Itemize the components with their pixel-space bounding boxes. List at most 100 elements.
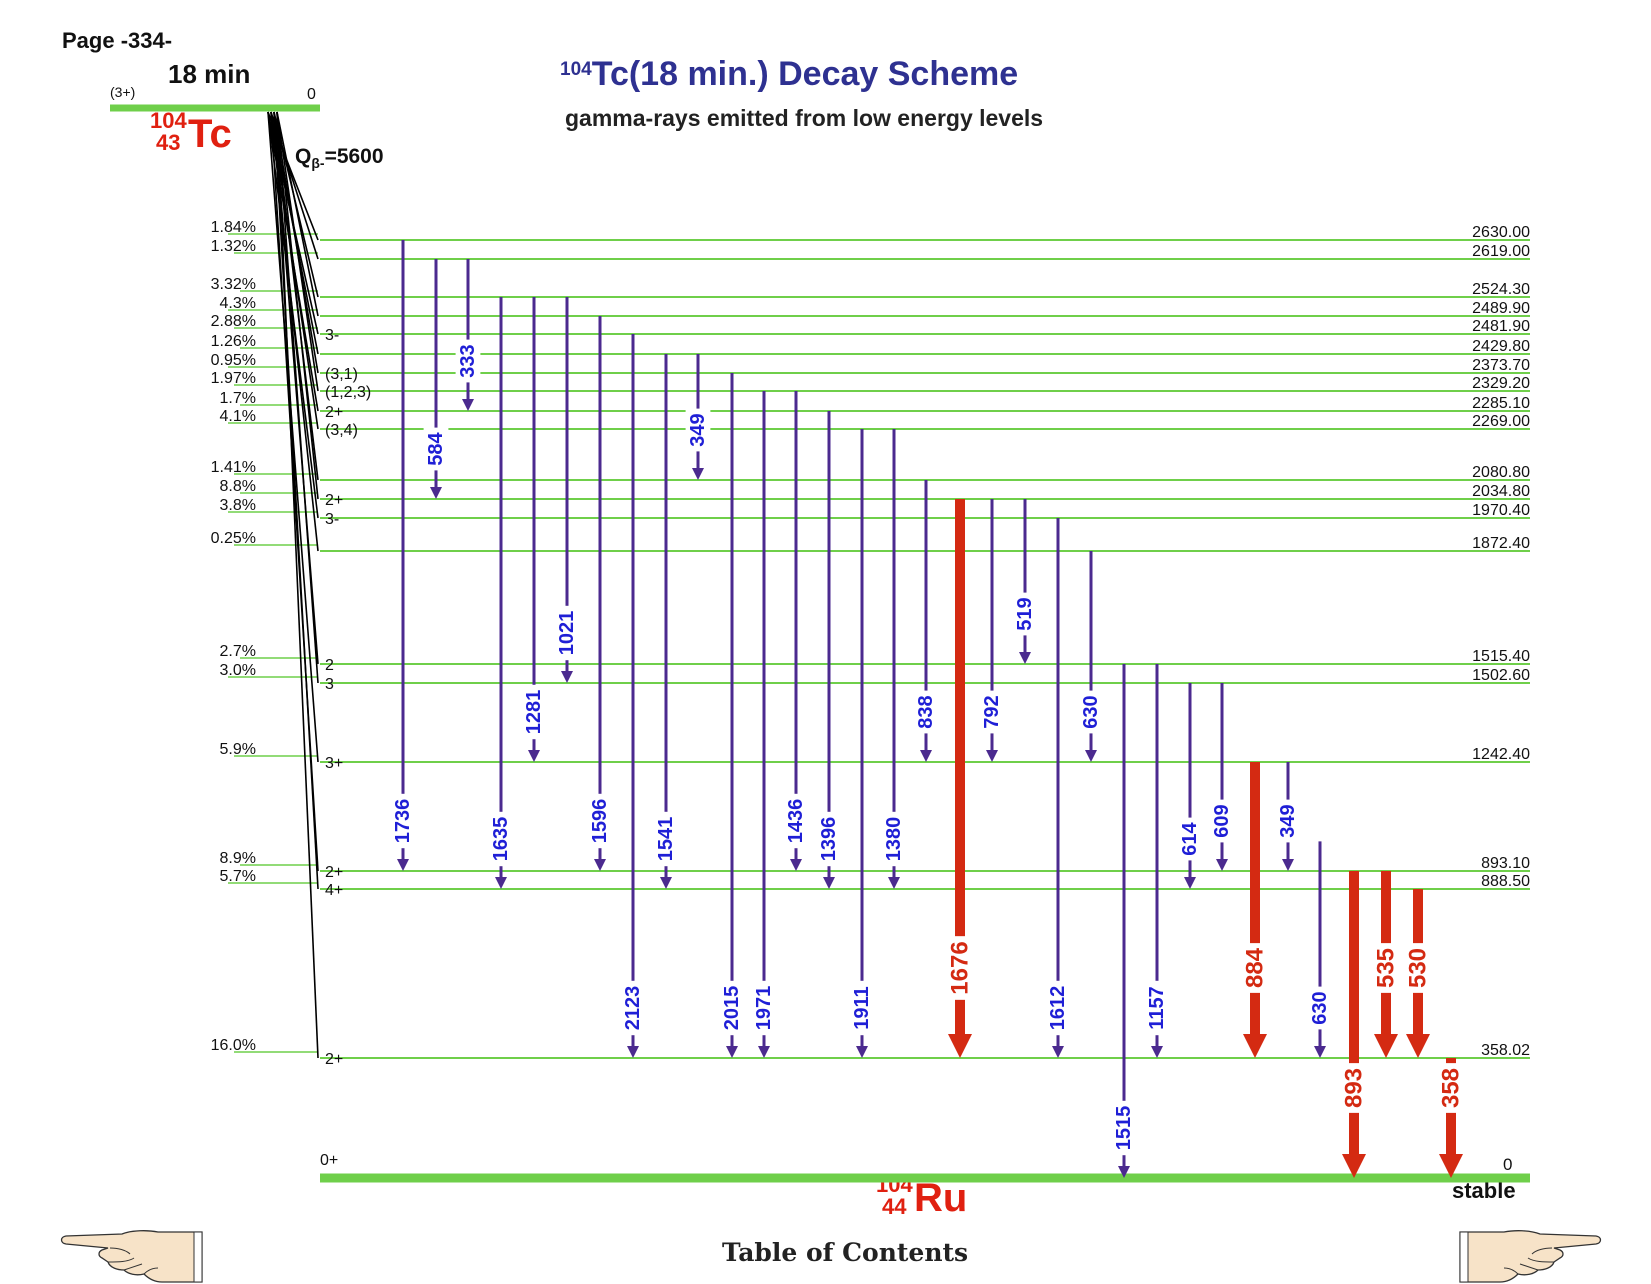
gamma-transition: 2123 (620, 334, 646, 1058)
level-spin-label: 2+ (325, 404, 343, 421)
gamma-transition: 1281 (521, 297, 547, 762)
q-beta-prefix: Q (295, 145, 312, 168)
gamma-arrow-head (823, 877, 835, 889)
gamma-label-backdrop (1240, 943, 1270, 993)
gamma-energy-label: 1396 (818, 817, 840, 862)
gamma-arrow-head (726, 1046, 738, 1058)
gamma-energy-label: 2015 (721, 986, 743, 1031)
gamma-transition: 1971 (751, 391, 777, 1058)
level-energy-label: 888.50 (1481, 873, 1530, 890)
gamma-transition: 884 (1240, 762, 1270, 1058)
gamma-transition: 609 (1209, 683, 1235, 871)
gamma-energy-label: 1021 (556, 611, 578, 656)
gamma-arrow-head (1314, 1046, 1326, 1058)
gamma-transition: 1021 (554, 297, 580, 683)
level-energy-label: 1872.40 (1472, 535, 1530, 552)
level-energy-label: 2619.00 (1472, 243, 1530, 260)
gamma-energy-label: 1380 (883, 817, 905, 862)
gamma-energy-label: 584 (425, 431, 447, 465)
beta-intensity-label: 0.25% (211, 530, 256, 547)
gamma-energy-label: 2123 (622, 986, 644, 1031)
parent-mass-number: 104 (150, 108, 187, 133)
gamma-energy-label: 1157 (1146, 986, 1168, 1029)
gamma-arrow-head (594, 859, 606, 871)
ground-state-spin: 0+ (320, 1152, 339, 1169)
beta-feed-line (273, 111, 319, 890)
gamma-arrow-head (1216, 859, 1228, 871)
gamma-energy-label: 1635 (490, 817, 512, 862)
gamma-energy-label: 1911 (851, 986, 873, 1029)
gamma-arrow-head (561, 671, 573, 683)
level-energy-label: 893.10 (1481, 855, 1530, 872)
gamma-energy-label: 519 (1014, 597, 1036, 630)
level-spin-label: 3 (325, 676, 334, 693)
level-spin-label: 2+ (325, 1051, 343, 1068)
page-title: 104Tc(18 min.) Decay Scheme (560, 55, 1018, 94)
gamma-label-backdrop (488, 811, 514, 867)
gamma-arrow-head (430, 487, 442, 499)
gamma-transition: 1396 (816, 411, 842, 889)
pointing-hand-left-icon[interactable] (58, 1228, 204, 1284)
level-spin-label: 2 (325, 657, 334, 674)
gamma-label-backdrop (945, 936, 975, 1000)
title-mass-number: 104 (560, 59, 592, 80)
level-energy-label: 1515.40 (1472, 648, 1530, 665)
gamma-arrow-head (1282, 859, 1294, 871)
gamma-transition: 630 (1307, 841, 1333, 1058)
level-energy-label: 2489.90 (1472, 300, 1530, 317)
gamma-energy-label: 609 (1211, 804, 1233, 837)
gamma-label-backdrop (554, 605, 580, 661)
gamma-label-backdrop (1045, 980, 1071, 1036)
parent-energy: 0 (307, 86, 316, 103)
gamma-transition: 333 (455, 259, 481, 411)
gamma-label-backdrop (816, 811, 842, 867)
gamma-energy-label: 1736 (392, 799, 414, 844)
gamma-label-backdrop (1177, 817, 1203, 861)
gamma-transition: 1596 (587, 316, 613, 871)
gamma-label-backdrop (751, 980, 777, 1036)
gamma-energy-label: 630 (1080, 695, 1102, 728)
gamma-arrow-shaft (955, 499, 965, 1036)
gamma-arrow-head (462, 399, 474, 411)
gamma-label-backdrop (1436, 1063, 1466, 1113)
level-energy-label: 2429.80 (1472, 338, 1530, 355)
level-spin-label: (1,2,3) (325, 384, 371, 401)
level-energy-label: 1242.40 (1472, 746, 1530, 763)
beta-intensity-label: 16.0% (211, 1037, 256, 1054)
level-spin-label: 3- (325, 511, 339, 528)
beta-feed-line (276, 111, 319, 392)
gamma-energy-label: 1676 (947, 941, 974, 994)
gamma-transition: 792 (979, 499, 1005, 762)
gamma-energy-label: 1612 (1047, 986, 1069, 1031)
parent-atomic-number: 43 (156, 130, 181, 155)
level-energy-label: 2269.00 (1472, 413, 1530, 430)
gamma-arrow-shaft (1250, 762, 1260, 1036)
gamma-arrow-head (397, 859, 409, 871)
gamma-label-backdrop (849, 980, 875, 1036)
gamma-label-backdrop (1275, 799, 1301, 843)
level-energy-label: 2630.00 (1472, 224, 1530, 241)
gamma-energy-label: 1515 (1113, 1106, 1135, 1151)
gamma-label-backdrop (390, 793, 416, 849)
gamma-label-backdrop (913, 690, 939, 734)
gamma-transition: 614 (1177, 683, 1203, 889)
beta-intensity-label: 5.7% (220, 868, 256, 885)
beta-intensity-label: 1.84% (211, 219, 256, 236)
gamma-label-backdrop (783, 793, 809, 849)
gamma-label-backdrop (620, 980, 646, 1036)
beta-intensity-label: 4.1% (220, 408, 256, 425)
gamma-label-backdrop (1209, 799, 1235, 843)
gamma-arrow-head (627, 1046, 639, 1058)
pointing-hand-right-icon[interactable] (1458, 1228, 1604, 1284)
gamma-label-backdrop (423, 427, 449, 471)
level-energy-label: 2034.80 (1472, 483, 1530, 500)
gamma-energy-label: 884 (1242, 947, 1269, 988)
q-beta-value: Qβ-=5600 (295, 145, 384, 171)
level-energy-label: 2524.30 (1472, 281, 1530, 298)
level-spin-label: (3,1) (325, 366, 358, 383)
gamma-label-backdrop (521, 684, 547, 740)
gamma-transition: 1635 (488, 297, 514, 889)
table-of-contents-link[interactable]: Table of Contents (722, 1238, 969, 1267)
gamma-energy-label: 1436 (785, 799, 807, 844)
q-beta-suffix: =5600 (324, 145, 384, 168)
